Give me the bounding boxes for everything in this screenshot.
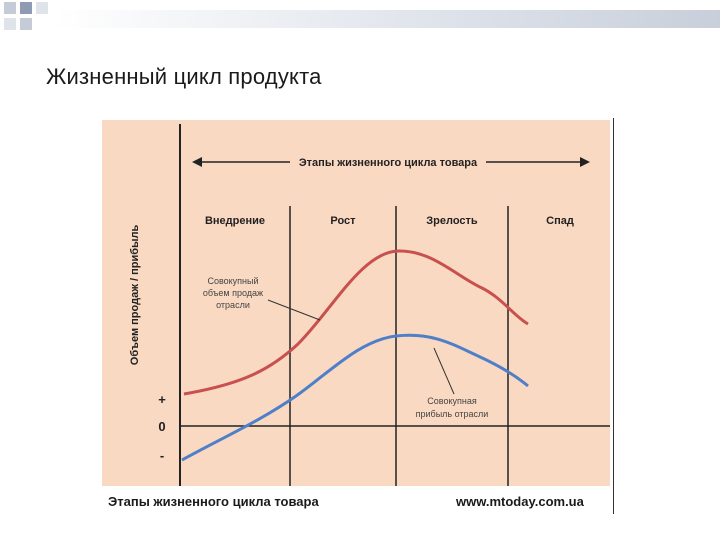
y-marker-plus: + — [158, 392, 166, 407]
stage-label-intro: Внедрение — [205, 215, 265, 227]
sales-curve — [183, 249, 529, 396]
sales-annotation-line1: Совокупный — [207, 276, 258, 286]
figure-right-border — [613, 118, 614, 514]
diagram-svg: Этапы жизненного цикла товара Внедрение … — [102, 120, 610, 486]
life-cycle-diagram: Этапы жизненного цикла товара Внедрение … — [102, 120, 614, 488]
top-label-background — [290, 153, 486, 170]
profit-annotation-pointer — [433, 347, 455, 395]
slide-title: Жизненный цикл продукта — [46, 64, 322, 89]
deco-square — [4, 18, 16, 30]
footer-caption-right: www.mtoday.com.ua — [456, 494, 584, 509]
y-marker-zero: 0 — [158, 419, 165, 434]
profit-annotation-line2: прибыль отрасли — [416, 409, 489, 419]
footer-caption-left: Этапы жизненного цикла товара — [108, 494, 319, 509]
deco-square — [20, 18, 32, 30]
diagram-background — [102, 120, 610, 486]
arrow-right-head — [580, 157, 590, 167]
deco-square — [20, 2, 32, 14]
sales-annotation-pointer — [267, 299, 321, 321]
top-arrow-label: Этапы жизненного цикла товара — [299, 157, 478, 169]
sales-annotation-line2: объем продаж — [203, 288, 263, 298]
y-axis-label: Объем продаж / прибыль — [129, 225, 141, 366]
header-gradient-bar — [54, 10, 720, 28]
stage-label-growth: Рост — [330, 215, 356, 227]
deco-square — [4, 2, 16, 14]
header-decoration — [0, 0, 720, 40]
stage-label-maturity: Зрелость — [426, 215, 478, 227]
y-marker-minus: - — [160, 448, 164, 463]
profit-annotation-line1: Совокупная — [427, 396, 477, 406]
deco-square — [36, 2, 48, 14]
profit-curve — [181, 333, 529, 462]
stage-label-decline: Спад — [546, 215, 574, 227]
sales-annotation-line3: отрасли — [216, 300, 250, 310]
arrow-left-head — [192, 157, 202, 167]
